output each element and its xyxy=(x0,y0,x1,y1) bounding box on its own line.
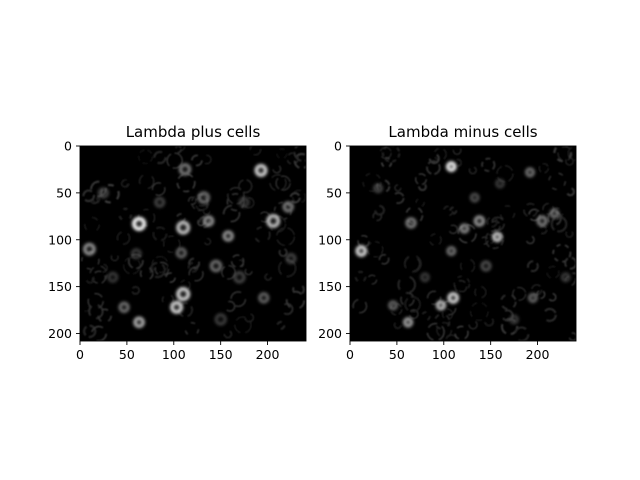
x-tick-label: 0 xyxy=(346,347,354,362)
x-tick-label: 200 xyxy=(526,347,550,362)
y-tick-label: 200 xyxy=(318,326,342,341)
cell-ring xyxy=(422,274,429,281)
cell-ring xyxy=(178,222,188,232)
cell-ring xyxy=(224,232,232,240)
cell-ring xyxy=(178,289,188,299)
cell-ring xyxy=(375,185,382,192)
y-axis: 0 50 100 150 200 xyxy=(318,139,350,342)
cell-ring xyxy=(109,273,117,281)
cell-ring xyxy=(268,216,278,226)
cell-ring xyxy=(99,189,107,197)
y-tick-label: 200 xyxy=(48,326,72,341)
cell-ring xyxy=(390,302,397,309)
y-tick-label: 150 xyxy=(48,279,72,294)
cell-ring xyxy=(235,273,244,282)
image-area xyxy=(350,146,576,341)
cell-ring xyxy=(120,303,128,311)
cell-ring xyxy=(448,163,455,170)
cell-ring xyxy=(211,261,220,270)
cell-ring xyxy=(85,244,94,253)
cell-ring xyxy=(438,302,445,309)
cell-ring xyxy=(449,294,457,302)
x-axis: 0 50 100 150 200 xyxy=(76,341,280,362)
x-tick-label: 0 xyxy=(76,347,84,362)
cell-ring xyxy=(204,217,212,225)
cell-ring xyxy=(132,250,140,258)
y-tick-label: 0 xyxy=(64,139,72,154)
cell-ring xyxy=(287,254,295,262)
cell-ring xyxy=(156,198,164,206)
cell-ring xyxy=(240,198,248,206)
cell-ring xyxy=(471,194,478,201)
cell-ring xyxy=(135,318,143,326)
y-tick-label: 0 xyxy=(334,139,342,154)
panel-lambda-minus: Lambda minus cells 0 50 100 150 200 0 50 100 15… xyxy=(318,123,581,362)
y-tick-label: 100 xyxy=(48,232,72,247)
x-tick-label: 50 xyxy=(119,347,135,362)
x-tick-label: 200 xyxy=(256,347,280,362)
cell-ring xyxy=(357,247,365,255)
cell-ring xyxy=(562,274,569,281)
x-tick-label: 50 xyxy=(389,347,405,362)
cell-ring xyxy=(497,180,504,187)
x-tick-label: 100 xyxy=(162,347,186,362)
cell-ring xyxy=(475,217,483,225)
cell-ring xyxy=(134,219,144,229)
cell-ring xyxy=(461,225,468,232)
cell-ring xyxy=(256,166,265,175)
panel-lambda-plus: Lambda plus cells 0 50 100 150 200 0 50 100 150… xyxy=(48,123,312,362)
x-tick-label: 150 xyxy=(209,347,233,362)
cell-ring xyxy=(405,319,412,326)
cell-ring xyxy=(172,303,181,312)
y-tick-label: 150 xyxy=(318,279,342,294)
cell-ring xyxy=(529,294,536,301)
cell-ring xyxy=(538,217,546,225)
cell-ring xyxy=(448,248,455,255)
cell-ring xyxy=(260,294,268,302)
cell-ring xyxy=(284,203,292,211)
y-axis: 0 50 100 150 200 xyxy=(48,139,80,342)
y-tick-label: 100 xyxy=(318,232,342,247)
cell-ring xyxy=(551,210,558,217)
cell-ring xyxy=(527,169,534,176)
y-tick-label: 50 xyxy=(56,185,72,200)
chart-title: Lambda minus cells xyxy=(388,123,537,141)
y-tick-label: 50 xyxy=(326,185,342,200)
cell-ring xyxy=(199,193,208,202)
cell-ring xyxy=(177,249,185,257)
x-tick-label: 150 xyxy=(479,347,503,362)
cell-ring xyxy=(180,165,189,174)
cell-ring xyxy=(494,233,501,240)
cell-ring xyxy=(407,219,415,227)
x-tick-label: 100 xyxy=(432,347,456,362)
x-axis: 0 50 100 150 200 xyxy=(346,341,550,362)
chart-title: Lambda plus cells xyxy=(126,123,261,141)
cell-ring xyxy=(511,316,518,323)
cell-ring xyxy=(482,262,490,270)
cell-ring xyxy=(216,315,225,324)
image-area xyxy=(80,146,306,341)
